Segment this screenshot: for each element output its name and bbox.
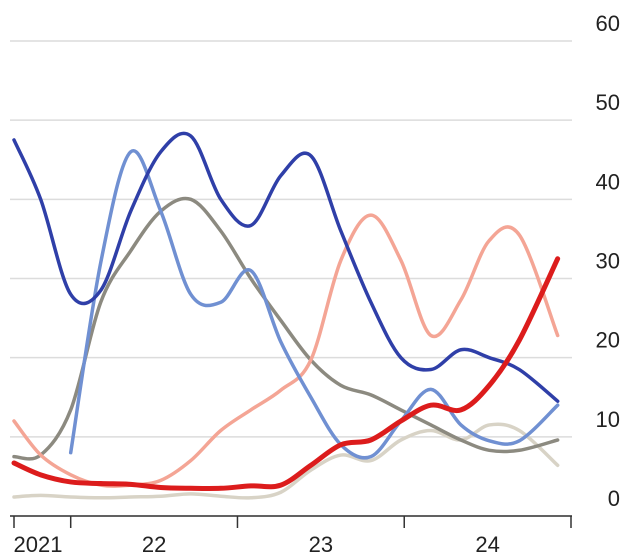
x-tick-label: 23 xyxy=(309,532,333,557)
series-line xyxy=(12,131,560,403)
series-line xyxy=(11,256,561,492)
x-tick-label: 2021 xyxy=(14,532,63,557)
y-tick-label: 0 xyxy=(608,486,620,511)
y-tick-label: 10 xyxy=(596,407,620,432)
y-tick-label: 20 xyxy=(596,328,620,353)
y-tick-label: 50 xyxy=(596,90,620,115)
series-line xyxy=(12,196,560,461)
x-tick-label: 22 xyxy=(142,532,166,557)
y-tick-label: 30 xyxy=(596,249,620,274)
x-tick-label: 24 xyxy=(475,532,499,557)
series-line xyxy=(68,149,560,460)
y-tick-label: 40 xyxy=(596,169,620,194)
y-tick-label: 60 xyxy=(596,11,620,36)
